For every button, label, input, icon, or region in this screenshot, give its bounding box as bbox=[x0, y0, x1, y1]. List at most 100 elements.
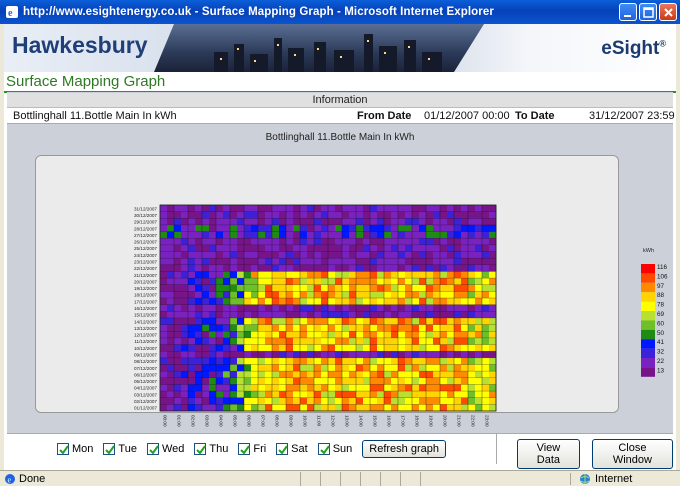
heatmap-cell bbox=[328, 317, 336, 326]
heatmap-cell bbox=[468, 251, 476, 259]
heatmap-cell bbox=[230, 251, 238, 259]
checkbox[interactable] bbox=[103, 443, 116, 455]
legend-swatch bbox=[641, 282, 655, 293]
heatmap-cell bbox=[300, 311, 308, 319]
y-tick-label: 02/12/2007 bbox=[134, 399, 157, 404]
checkbox[interactable] bbox=[57, 443, 69, 455]
heatmap-cell bbox=[335, 251, 343, 259]
legend-swatch bbox=[641, 264, 655, 274]
heatmap-cell bbox=[461, 357, 469, 365]
heatmap-cell bbox=[300, 324, 308, 332]
heatmap-cell bbox=[265, 218, 273, 226]
heatmap-cell bbox=[181, 371, 189, 379]
heatmap-cell bbox=[398, 205, 406, 213]
heatmap-cell bbox=[188, 397, 196, 405]
heatmap-cell bbox=[454, 317, 462, 326]
heatmap-cell bbox=[237, 357, 245, 365]
heatmap-cell bbox=[412, 211, 420, 219]
heatmap-cell bbox=[426, 397, 434, 405]
heatmap-cell bbox=[405, 271, 413, 279]
heatmap-cell bbox=[286, 337, 294, 345]
heatmap-cell bbox=[167, 258, 175, 266]
heatmap-cell bbox=[258, 224, 266, 232]
heatmap-cell bbox=[384, 384, 392, 392]
heatmap-cell bbox=[237, 251, 245, 259]
heatmap-cell bbox=[489, 324, 497, 332]
checkbox[interactable] bbox=[238, 443, 251, 455]
heatmap-cell bbox=[370, 291, 378, 299]
heatmap-cell bbox=[293, 218, 301, 226]
heatmap-cell bbox=[433, 371, 441, 379]
heatmap-cell bbox=[209, 337, 217, 345]
heatmap-cell bbox=[293, 205, 301, 213]
heatmap-cell bbox=[223, 404, 231, 412]
heatmap-cell bbox=[419, 317, 427, 326]
heatmap-cell bbox=[370, 344, 378, 352]
heatmap-cell bbox=[223, 244, 231, 252]
refresh-graph-button[interactable]: Refresh graph bbox=[362, 440, 446, 458]
heatmap-cell bbox=[272, 251, 280, 259]
heatmap-cell bbox=[251, 377, 259, 385]
heatmap-cell bbox=[363, 331, 371, 339]
day-label: Wed bbox=[161, 443, 185, 455]
day-filter-fri[interactable]: Fri bbox=[238, 443, 266, 455]
heatmap-cell bbox=[216, 205, 224, 213]
heatmap-cell bbox=[398, 324, 406, 332]
heatmap-cell bbox=[314, 298, 322, 306]
heatmap-cell bbox=[230, 357, 238, 365]
heatmap-cell bbox=[202, 357, 210, 365]
day-filter-wed[interactable]: Wed bbox=[146, 443, 185, 455]
plot-border bbox=[159, 204, 497, 412]
checkbox[interactable] bbox=[146, 443, 159, 455]
checkbox[interactable] bbox=[276, 443, 289, 455]
maximize-button[interactable] bbox=[639, 3, 657, 21]
heatmap-cell bbox=[251, 205, 259, 213]
checkbox[interactable] bbox=[194, 443, 207, 455]
day-filter-thu[interactable]: Thu bbox=[194, 443, 228, 455]
heatmap-cell bbox=[244, 391, 252, 399]
close-window-button[interactable] bbox=[659, 3, 677, 21]
heatmap-cell bbox=[370, 404, 378, 412]
view-data-button[interactable]: View Data bbox=[517, 439, 580, 469]
heatmap-cell bbox=[216, 298, 224, 306]
heatmap-cell bbox=[181, 258, 189, 266]
legend-label: 32 bbox=[657, 349, 665, 356]
heatmap-cell bbox=[356, 337, 364, 345]
day-filter-mon[interactable]: Mon bbox=[57, 443, 93, 455]
heatmap-cell bbox=[230, 397, 238, 405]
heatmap-cell bbox=[489, 404, 497, 412]
day-filter-tue[interactable]: Tue bbox=[103, 443, 137, 455]
day-filter-sun[interactable]: Sun bbox=[317, 443, 352, 455]
heatmap-cell bbox=[461, 298, 469, 306]
checkbox[interactable] bbox=[317, 443, 330, 455]
heatmap-cell bbox=[370, 371, 378, 379]
heatmap-cell bbox=[272, 224, 280, 232]
heatmap-cell bbox=[482, 211, 490, 219]
heatmap-cell bbox=[419, 344, 427, 352]
day-filter-sat[interactable]: Sat bbox=[276, 443, 308, 455]
heatmap-cell bbox=[174, 231, 182, 239]
heatmap-cell bbox=[489, 384, 497, 392]
heatmap-cell bbox=[447, 364, 455, 372]
heatmap-cell bbox=[279, 251, 287, 259]
close-window-page-button[interactable]: Close Window bbox=[591, 439, 673, 469]
brand-logo: Hawkesbury bbox=[12, 32, 148, 58]
heatmap-cell bbox=[258, 311, 266, 319]
heatmap-cell bbox=[174, 344, 182, 352]
heatmap-cell bbox=[489, 258, 497, 266]
heatmap-cell bbox=[328, 371, 336, 379]
heatmap-cell bbox=[468, 357, 476, 365]
heatmap-cell bbox=[237, 271, 245, 279]
heatmap-cell bbox=[216, 231, 224, 239]
heatmap-cell bbox=[363, 205, 371, 213]
minimize-button[interactable] bbox=[619, 3, 637, 21]
heatmap-cell bbox=[230, 271, 238, 279]
y-tick-label: 16/12/2007 bbox=[134, 306, 157, 311]
heatmap-cell bbox=[426, 251, 434, 259]
heatmap-cell bbox=[405, 384, 413, 392]
window-title-bar[interactable]: e http://www.esightenergy.co.uk - Surfac… bbox=[0, 0, 680, 24]
heatmap-cell bbox=[314, 344, 322, 352]
heatmap-cell bbox=[377, 351, 385, 359]
heatmap-cell bbox=[160, 298, 168, 306]
heatmap-cell bbox=[314, 364, 322, 372]
